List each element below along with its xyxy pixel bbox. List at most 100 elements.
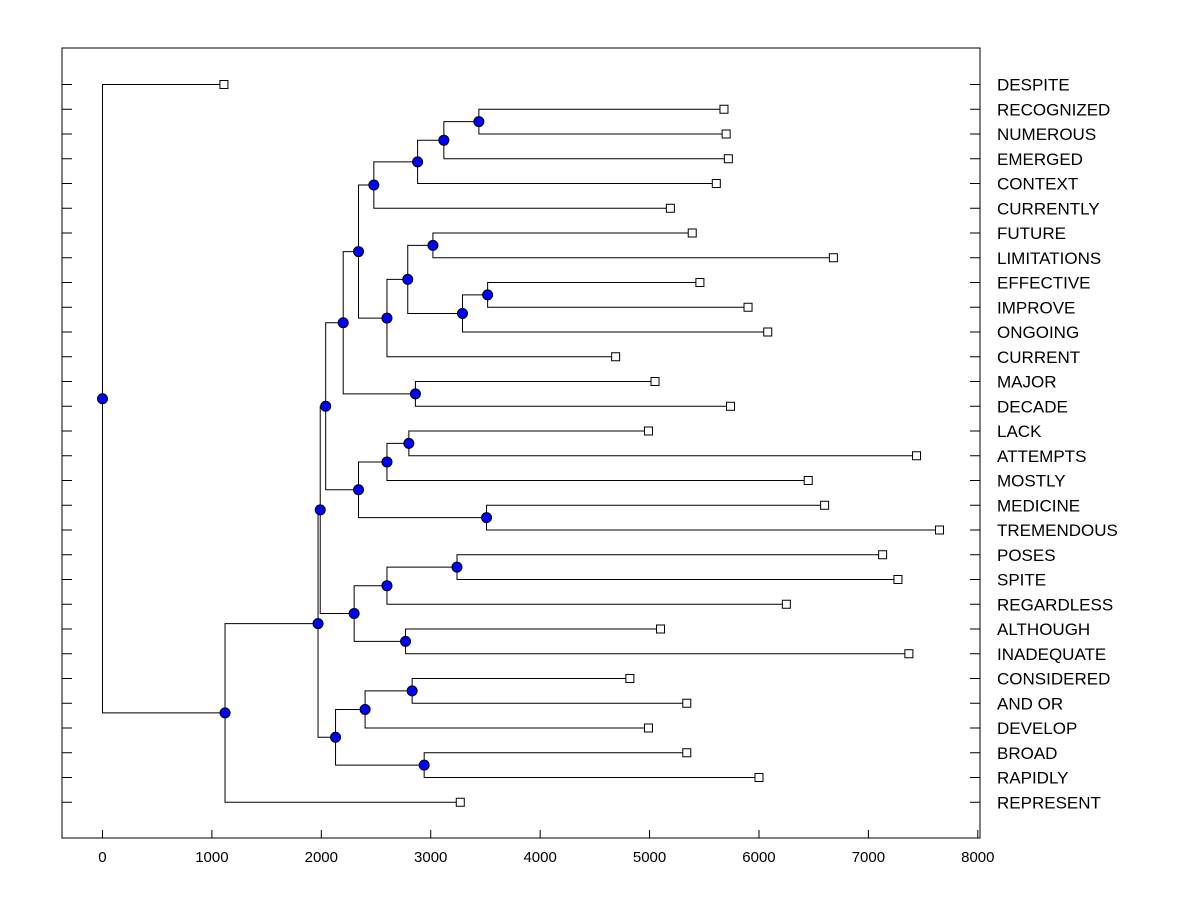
leaf-marker-although [656,624,666,634]
merge-node-24 [418,759,430,771]
plot-frame [61,47,981,839]
merge-node-2 [412,156,424,168]
leaf-marker-major [650,377,660,386]
x-tick-label-2000: 2000 [305,849,338,866]
leaf-marker-improve [743,302,753,312]
leaf-marker-mostly [803,476,813,485]
leaf-label-represent: REPRESENT [997,793,1101,812]
node-markers [96,116,494,771]
merge-node-16 [320,400,332,412]
leaf-marker-inadequate [904,649,914,659]
leaf-label-decade: DECADE [997,397,1068,416]
merge-node-5 [482,289,494,301]
leaf-label-inadequate: INADEQUATE [997,645,1106,664]
leaf-marker-ongoing [763,327,773,337]
merge-node-1 [438,134,450,146]
leaf-marker-effective [695,278,705,287]
leaf-label-ongoing: ONGOING [997,323,1079,342]
leaf-marker-lack [643,426,653,436]
merge-node-22 [406,685,418,697]
leaf-label-spite: SPITE [997,571,1046,590]
leaf-label-numerous: NUMEROUS [997,125,1096,144]
leaf-marker-despite [219,80,229,89]
leaf-label-although: ALTHOUGH [997,620,1090,639]
leaf-marker-tremendous [935,525,945,535]
merge-node-13 [381,456,393,468]
merge-node-6 [456,307,468,319]
leaf-label-despite: DESPITE [997,76,1070,95]
merge-node-4 [427,239,439,251]
leaf-label-context: CONTEXT [997,175,1078,194]
merge-node-17 [451,561,463,573]
x-tick-label-1000: 1000 [195,849,228,866]
leaf-label-medicine: MEDICINE [997,496,1080,515]
leaf-marker-rapidly [754,773,764,782]
x-tick-label-3000: 3000 [414,849,447,866]
merge-node-9 [353,246,365,258]
leaf-label-emerged: EMERGED [997,150,1083,169]
leaf-marker-medicine [820,500,830,510]
leaf-marker-decade [726,401,736,411]
leaf-label-effective: EFFECTIVE [997,274,1091,293]
x-tick-label-5000: 5000 [633,849,666,866]
merge-node-3 [368,179,380,191]
leaf-marker-attempts [912,451,922,461]
x-tick-label-0: 0 [98,849,106,866]
merge-node-26 [312,618,324,630]
leaf-label-attempts: ATTEMPTS [997,447,1086,466]
merge-node-20 [348,608,360,620]
merge-node-12 [403,437,415,449]
merge-node-19 [400,635,412,647]
leaf-label-currently: CURRENTLY [997,199,1100,218]
x-tick-label-4000: 4000 [523,849,556,866]
leaf-label-limitations: LIMITATIONS [997,249,1101,268]
leaf-label-lack: LACK [997,422,1042,441]
leaf-marker-emerged [723,154,733,164]
merge-node-28 [96,393,108,405]
x-tick-label-7000: 7000 [852,849,885,866]
y-ticks [62,84,980,803]
leaf-marker-poses [878,550,888,560]
merge-node-23 [359,703,371,715]
merge-node-21 [314,504,326,516]
merge-node-14 [481,512,493,524]
merge-node-8 [381,312,393,324]
leaf-marker-broad [682,748,692,758]
leaf-marker-considered [625,674,635,683]
x-axis: 0 1000 2000 3000 4000 5000 6000 7000 8000 [98,830,994,866]
leaf-marker-current [611,352,621,362]
leaf-label-considered: CONSIDERED [997,670,1110,689]
merge-node-27 [219,707,231,719]
leaf-marker-recognized [719,104,729,114]
leaf-label-and-or: AND OR [997,694,1063,713]
merge-node-15 [353,484,365,496]
leaf-marker-future [687,228,697,238]
leaf-label-future: FUTURE [997,224,1066,243]
leaf-label-improve: IMPROVE [997,298,1075,317]
leaf-label-major: MAJOR [997,373,1057,392]
leaf-label-broad: BROAD [997,744,1057,763]
leaf-marker-context [711,179,721,188]
leaf-label-tremendous: TREMENDOUS [997,521,1118,540]
merge-node-11 [337,317,349,329]
leaf-label-regardless: REGARDLESS [997,595,1113,614]
leaf-marker-spite [893,575,903,584]
leaf-label-develop: DEVELOP [997,719,1077,738]
leaf-label-current: CURRENT [997,348,1080,367]
leaf-label-mostly: MOSTLY [997,472,1066,491]
leaf-marker-develop [643,723,653,733]
leaf-marker-regardless [781,599,791,609]
leaf-markers [219,80,945,807]
merge-node-10 [409,388,421,400]
leaf-marker-represent [455,797,465,807]
leaf-marker-and-or [682,698,692,708]
leaf-marker-currently [665,203,675,213]
leaf-label-rapidly: RAPIDLY [997,769,1069,788]
x-tick-label-6000: 6000 [742,849,775,866]
leaf-marker-limitations [828,253,838,263]
merge-node-7 [402,273,414,285]
leaf-label-poses: POSES [997,546,1056,565]
merge-node-25 [330,731,342,743]
leaf-marker-numerous [721,129,731,139]
